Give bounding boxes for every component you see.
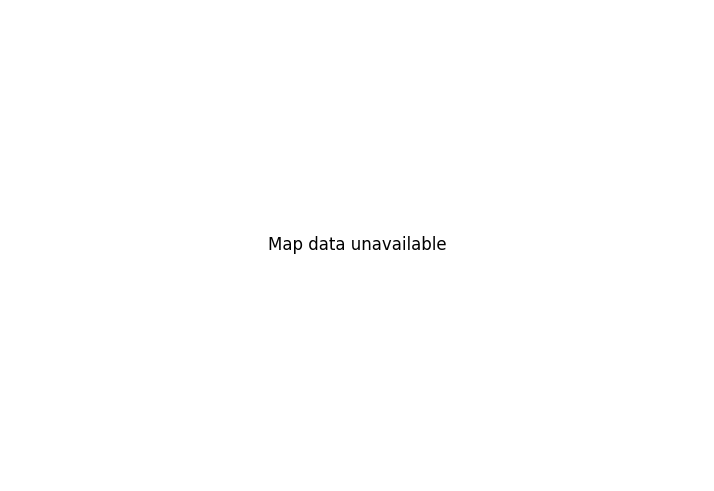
Text: Map data unavailable: Map data unavailable [268, 236, 446, 254]
